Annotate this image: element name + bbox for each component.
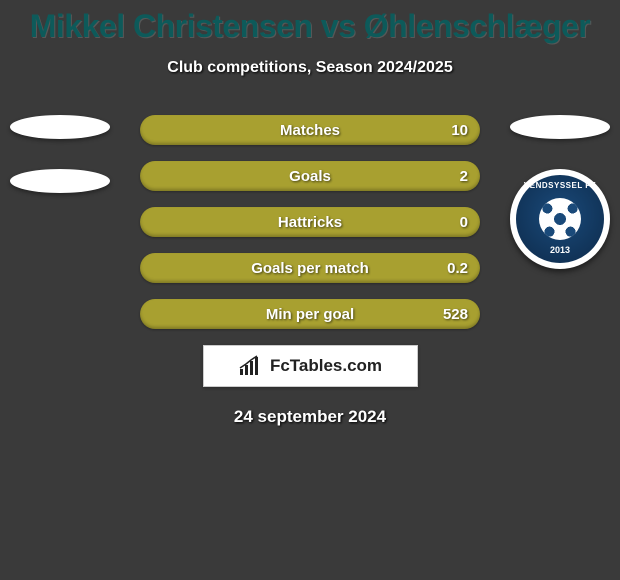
soccer-ball-icon bbox=[539, 198, 581, 240]
brand-text: FcTables.com bbox=[270, 356, 382, 376]
brand-watermark: FcTables.com bbox=[203, 345, 418, 387]
stat-value: 0.2 bbox=[447, 260, 468, 277]
stat-bar-matches: Matches 10 bbox=[140, 115, 480, 145]
stat-label: Goals bbox=[289, 168, 331, 185]
stat-bars: Matches 10 Goals 2 Hattricks 0 Goals per… bbox=[140, 115, 480, 329]
stat-value: 2 bbox=[460, 168, 468, 185]
bar-chart-icon bbox=[238, 355, 264, 377]
stat-label: Matches bbox=[280, 122, 340, 139]
club-name-text: VENDSYSSEL FF bbox=[524, 181, 596, 190]
placeholder-ellipse bbox=[10, 169, 110, 193]
placeholder-ellipse bbox=[10, 115, 110, 139]
left-player-column bbox=[0, 115, 120, 193]
stat-value: 0 bbox=[460, 214, 468, 231]
club-badge: VENDSYSSEL FF 2013 bbox=[510, 169, 610, 269]
placeholder-ellipse bbox=[510, 115, 610, 139]
stat-bar-min-per-goal: Min per goal 528 bbox=[140, 299, 480, 329]
comparison-title: Mikkel Christensen vs Øhlenschlæger bbox=[0, 0, 620, 45]
stat-value: 528 bbox=[443, 306, 468, 323]
generated-date: 24 september 2024 bbox=[0, 407, 620, 427]
stat-value: 10 bbox=[451, 122, 468, 139]
stat-bar-goals-per-match: Goals per match 0.2 bbox=[140, 253, 480, 283]
season-subtitle: Club competitions, Season 2024/2025 bbox=[0, 59, 620, 77]
stat-label: Hattricks bbox=[278, 214, 342, 231]
stats-area: VENDSYSSEL FF 2013 Matches 10 Goals 2 Ha… bbox=[0, 115, 620, 329]
club-year-text: 2013 bbox=[550, 245, 570, 255]
stat-label: Min per goal bbox=[266, 306, 354, 323]
stat-label: Goals per match bbox=[251, 260, 369, 277]
stat-bar-goals: Goals 2 bbox=[140, 161, 480, 191]
right-player-column: VENDSYSSEL FF 2013 bbox=[500, 115, 620, 269]
infographic-container: Mikkel Christensen vs Øhlenschlæger Club… bbox=[0, 0, 620, 427]
stat-bar-hattricks: Hattricks 0 bbox=[140, 207, 480, 237]
